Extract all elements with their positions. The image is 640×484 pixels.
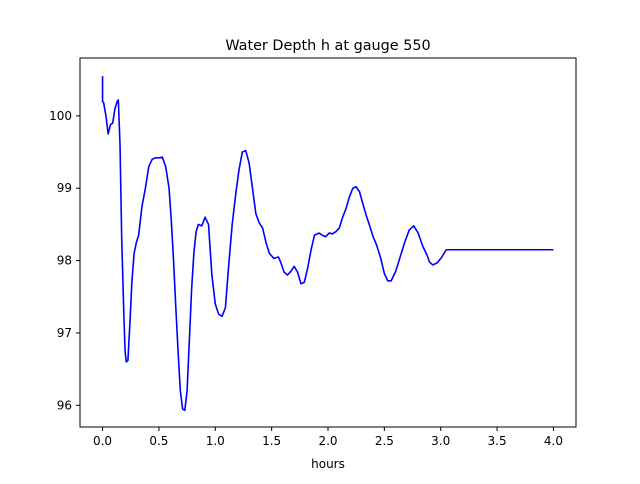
- x-tick-label: 3.0: [431, 434, 450, 448]
- x-tick-label: 3.5: [488, 434, 507, 448]
- x-tick-label: 0.0: [93, 434, 112, 448]
- series-line-0: [101, 76, 554, 412]
- chart-title: Water Depth h at gauge 550: [225, 38, 430, 54]
- x-tick-label: 2.0: [318, 434, 337, 448]
- x-tick-label: 0.5: [149, 434, 168, 448]
- y-tick-label: 98: [57, 254, 72, 268]
- x-tick-label: 1.0: [206, 434, 225, 448]
- x-tick-label: 2.5: [375, 434, 394, 448]
- y-tick-label: 99: [57, 181, 72, 195]
- x-tick-label: 1.5: [262, 434, 281, 448]
- y-axis-ticks: 96 97 98 99 100: [49, 109, 80, 412]
- plot-area: [101, 76, 554, 412]
- x-tick-label: 4.0: [544, 434, 563, 448]
- y-tick-label: 97: [57, 326, 72, 340]
- x-axis-label: hours: [311, 457, 345, 471]
- y-tick-label: 96: [57, 398, 72, 412]
- y-tick-label: 100: [49, 109, 72, 123]
- x-axis-ticks: 0.0 0.5 1.0 1.5 2.0 2.5 3.0 3.5 4.0: [93, 427, 563, 448]
